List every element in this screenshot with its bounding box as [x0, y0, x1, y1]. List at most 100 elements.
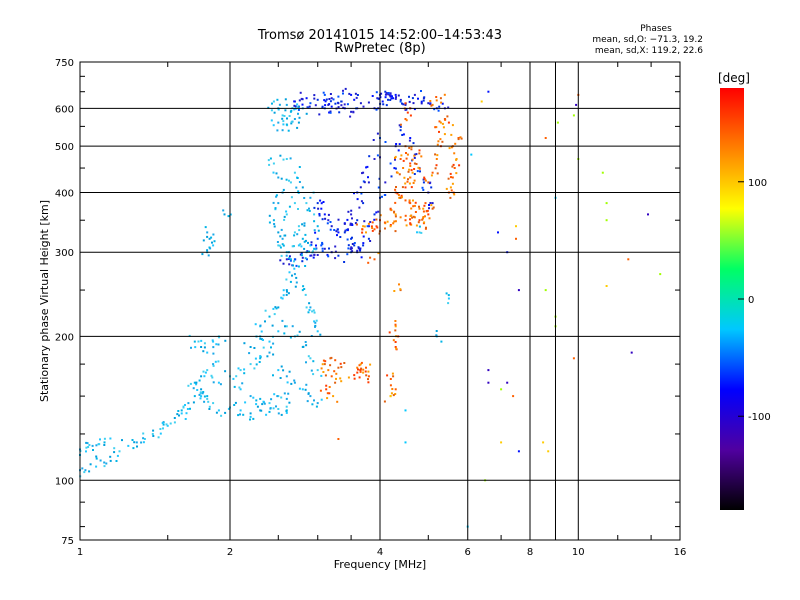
data-point [319, 333, 322, 336]
data-point [312, 309, 315, 312]
data-point [450, 189, 453, 192]
data-point [328, 247, 330, 250]
data-point [272, 162, 275, 165]
data-point [88, 470, 91, 473]
data-point [275, 195, 278, 198]
data-point [410, 169, 413, 172]
data-point [401, 186, 404, 189]
data-point [142, 432, 145, 435]
x-tick-label: 8 [527, 547, 533, 558]
data-point [398, 143, 401, 146]
data-point [367, 378, 369, 381]
data-point [162, 427, 164, 430]
data-point [289, 258, 292, 261]
data-point [329, 111, 332, 114]
data-point [202, 391, 205, 393]
data-point [113, 447, 116, 450]
data-point [544, 137, 547, 139]
data-point [281, 319, 284, 322]
data-point [298, 99, 301, 102]
data-point [270, 119, 273, 122]
data-point [435, 330, 438, 332]
data-point [515, 237, 517, 240]
data-point [285, 411, 288, 414]
data-point [268, 221, 271, 224]
data-point [105, 462, 108, 465]
data-point [267, 159, 270, 162]
data-point [178, 414, 180, 417]
data-point [206, 249, 209, 252]
data-point [203, 375, 206, 378]
data-point [176, 413, 179, 416]
data-point [285, 103, 288, 106]
data-point [285, 210, 288, 213]
data-point [390, 392, 393, 395]
data-point [296, 233, 299, 236]
data-point [417, 221, 420, 224]
data-point [311, 403, 314, 406]
data-point [296, 126, 299, 129]
data-point [217, 381, 220, 384]
data-point [268, 410, 271, 413]
data-point [309, 196, 312, 199]
data-point [307, 311, 310, 314]
data-point [413, 154, 416, 157]
data-point [428, 207, 430, 210]
data-point [275, 405, 277, 408]
data-point [301, 237, 304, 240]
data-point [280, 413, 283, 416]
data-point [448, 147, 451, 150]
data-point [322, 359, 325, 362]
data-point [380, 92, 383, 95]
data-point [389, 224, 392, 226]
data-point [354, 92, 357, 95]
data-point [133, 441, 136, 444]
data-point [291, 245, 294, 248]
data-point [343, 222, 346, 225]
data-point [348, 92, 351, 95]
data-point [272, 219, 275, 222]
data-point [328, 111, 331, 114]
data-point [309, 244, 312, 247]
data-point [383, 221, 386, 224]
data-point [421, 186, 424, 189]
data-point [605, 219, 608, 222]
data-point [274, 306, 277, 309]
data-point [291, 325, 294, 328]
data-point [243, 372, 246, 375]
data-point [333, 370, 336, 373]
data-point [418, 205, 420, 208]
data-point [512, 395, 515, 398]
data-point [360, 361, 363, 364]
data-point [288, 401, 291, 404]
data-point [277, 202, 280, 205]
data-point [436, 154, 439, 157]
data-point [395, 143, 398, 145]
data-point [362, 371, 365, 374]
data-point [408, 139, 411, 142]
data-point [308, 105, 311, 108]
data-point [296, 103, 299, 106]
data-point [293, 202, 296, 205]
data-point [299, 91, 302, 94]
data-point [389, 225, 392, 228]
data-point [392, 375, 395, 378]
data-point [373, 228, 376, 231]
data-point [308, 209, 311, 212]
data-point [290, 196, 293, 199]
data-point [285, 293, 288, 296]
data-point [285, 158, 288, 160]
data-point [415, 153, 418, 156]
data-point [268, 214, 271, 217]
data-point [449, 196, 452, 199]
data-point [367, 176, 369, 179]
data-point [404, 441, 407, 444]
data-point [394, 329, 397, 332]
data-point [367, 101, 370, 104]
data-point [287, 129, 290, 132]
data-point [299, 243, 302, 246]
data-point [235, 375, 238, 378]
data-point [327, 213, 330, 216]
data-point [367, 237, 370, 240]
data-point [402, 159, 405, 162]
